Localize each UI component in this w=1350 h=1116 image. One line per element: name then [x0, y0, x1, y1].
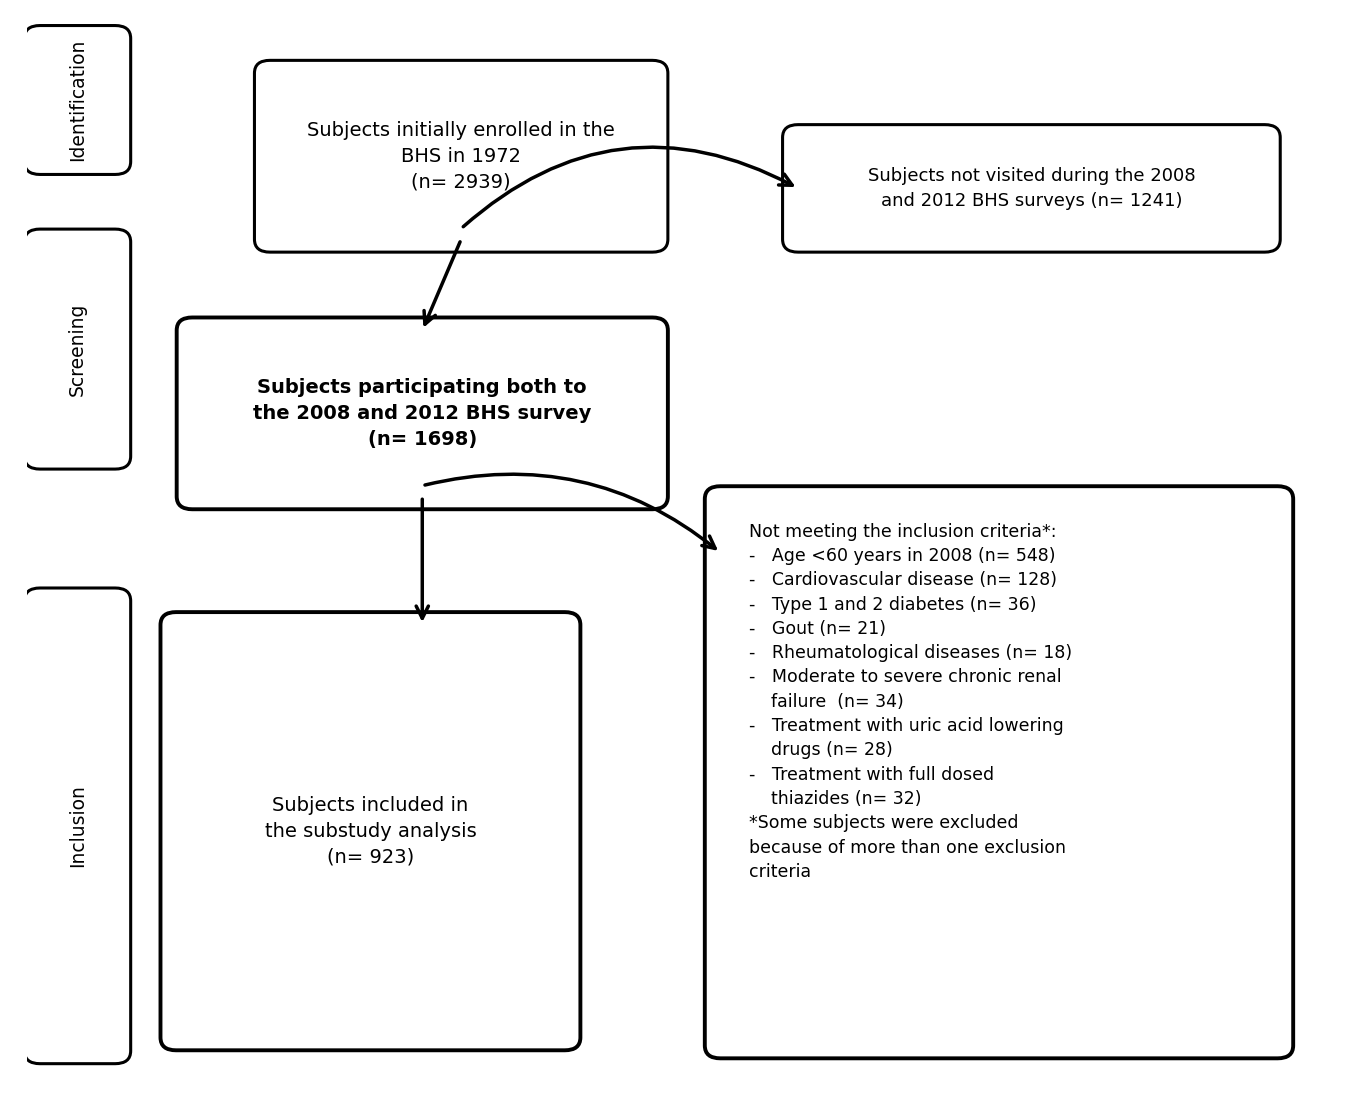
FancyBboxPatch shape	[24, 588, 131, 1064]
Text: Subjects included in
the substudy analysis
(n= 923): Subjects included in the substudy analys…	[265, 796, 477, 866]
Text: Subjects initially enrolled in the
BHS in 1972
(n= 2939): Subjects initially enrolled in the BHS i…	[308, 121, 616, 192]
Text: Subjects participating both to
the 2008 and 2012 BHS survey
(n= 1698): Subjects participating both to the 2008 …	[252, 378, 591, 449]
FancyBboxPatch shape	[24, 229, 131, 469]
Text: Subjects not visited during the 2008
and 2012 BHS surveys (n= 1241): Subjects not visited during the 2008 and…	[868, 167, 1195, 210]
Text: Inclusion: Inclusion	[68, 785, 86, 867]
Text: Not meeting the inclusion criteria*:
-   Age <60 years in 2008 (n= 548)
-   Card: Not meeting the inclusion criteria*: - A…	[749, 522, 1072, 881]
FancyBboxPatch shape	[705, 487, 1293, 1058]
FancyBboxPatch shape	[254, 60, 668, 252]
FancyBboxPatch shape	[177, 317, 668, 509]
FancyBboxPatch shape	[24, 26, 131, 174]
FancyBboxPatch shape	[783, 125, 1280, 252]
Text: Identification: Identification	[68, 39, 86, 161]
Text: Screening: Screening	[68, 302, 86, 396]
FancyBboxPatch shape	[161, 612, 580, 1050]
